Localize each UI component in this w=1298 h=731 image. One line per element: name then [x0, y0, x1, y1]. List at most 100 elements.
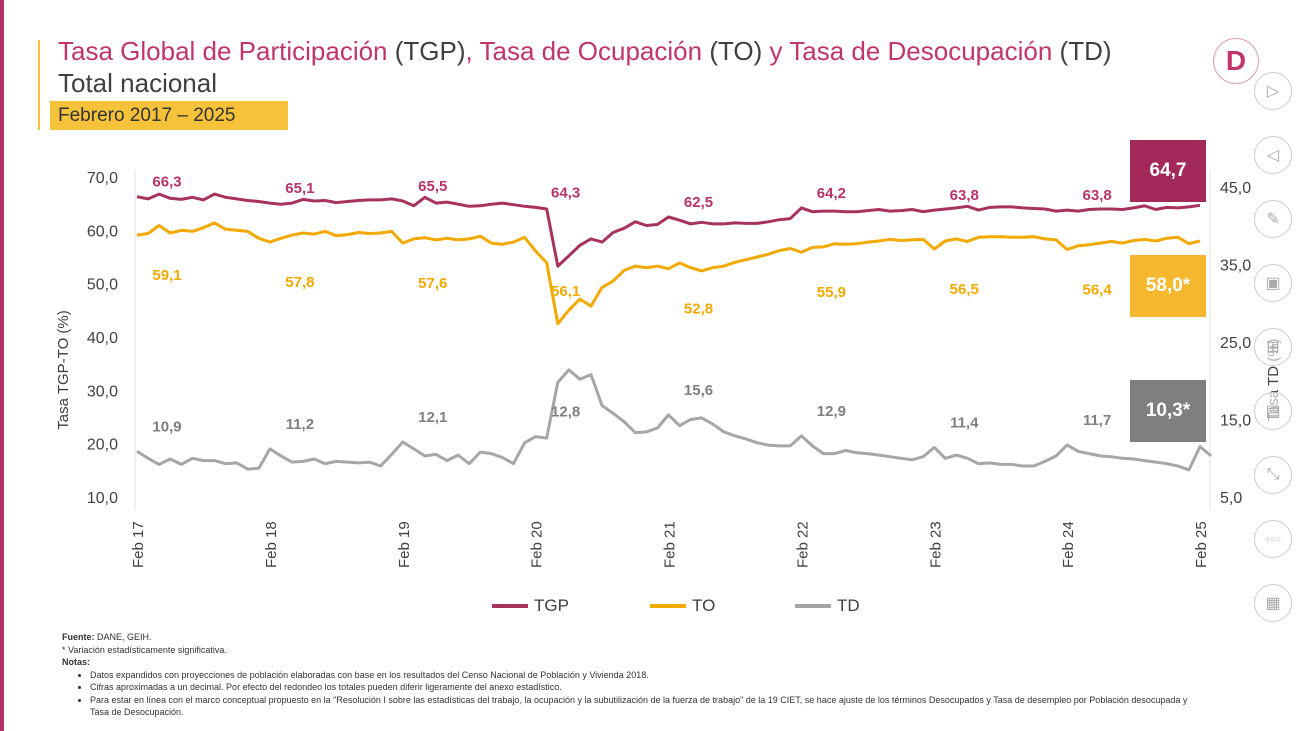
data-label-td: 12,8: [551, 404, 580, 421]
data-label-to: 52,8: [684, 301, 713, 318]
note-item: Para estar en línea con el marco concept…: [90, 694, 1200, 719]
data-label-tgp: 63,8: [1083, 187, 1112, 204]
data-label-to: 56,5: [950, 281, 979, 298]
left-y-tick-label: 60,0: [87, 223, 118, 240]
data-label-tgp: 66,3: [152, 174, 181, 191]
legend-label: TD: [837, 596, 860, 615]
title-part: (TO): [709, 36, 763, 66]
more-button[interactable]: ○○○: [1254, 520, 1292, 558]
title-part: y Tasa de Desocupación: [762, 36, 1060, 66]
x-tick-label: Feb 25: [1193, 521, 1210, 568]
series-line-td: [136, 368, 1213, 472]
data-label-tgp: 64,2: [817, 185, 846, 202]
slides-icon: ▣: [1265, 275, 1281, 292]
left-y-tick-label: 10,0: [87, 490, 118, 507]
to-latest-value-box: 58,0*: [1130, 255, 1206, 317]
x-tick-label: Feb 18: [263, 521, 280, 568]
data-label-td: 12,9: [817, 403, 846, 420]
notes-heading: Notas:: [62, 657, 91, 667]
dane-logo: D: [1213, 38, 1259, 84]
title-accent-line: [38, 40, 40, 130]
pen-icon: ✎: [1266, 211, 1280, 228]
legend-label: TGP: [534, 596, 569, 615]
pen-button[interactable]: ✎: [1254, 200, 1292, 238]
data-label-to: 59,1: [152, 267, 181, 284]
notes-label: Notas:: [62, 656, 1200, 669]
data-label-td: 11,7: [1083, 412, 1111, 429]
right-y-tick-label: 45,0: [1220, 180, 1251, 197]
data-label-td: 15,6: [684, 382, 713, 399]
data-label-td: 10,9: [152, 418, 181, 435]
left-y-tick-label: 20,0: [87, 437, 118, 454]
data-label-tgp: 62,5: [684, 194, 713, 211]
legend-swatch: [492, 604, 528, 608]
data-label-to: 56,4: [1083, 282, 1113, 299]
source-label: Fuente:: [62, 632, 95, 642]
legend-swatch: [650, 604, 686, 608]
zoom-icon: ⊞: [1266, 339, 1280, 356]
chart-subtitle: Total nacional: [58, 68, 217, 98]
x-tick-label: Feb 19: [396, 521, 413, 568]
period-badge: Febrero 2017 – 2025: [50, 101, 288, 130]
note-item: Cifras aproximadas a un decimal. Por efe…: [90, 681, 1200, 694]
data-label-to: 57,6: [418, 275, 447, 292]
legend-item-td: TD: [795, 596, 860, 616]
x-tick-label: Feb 20: [529, 521, 546, 568]
series-line-to: [136, 221, 1201, 326]
footnotes: Fuente: DANE, GEIH. * Variación estadíst…: [62, 631, 1200, 719]
data-label-tgp: 65,1: [285, 180, 314, 197]
right-y-tick-label: 25,0: [1220, 335, 1251, 352]
x-tick-label: Feb 21: [662, 521, 679, 568]
left-y-tick-label: 40,0: [87, 330, 118, 347]
data-label-to: 56,1: [551, 283, 580, 300]
presenter-view-button[interactable]: ▦: [1254, 584, 1292, 622]
data-label-to: 57,8: [285, 274, 314, 291]
x-tick-label: Feb 24: [1060, 521, 1077, 568]
presenter-view-icon: ▦: [1265, 595, 1281, 612]
next-icon: ▷: [1266, 83, 1280, 100]
legend-swatch: [795, 604, 831, 608]
source-text: DANE, GEIH.: [94, 632, 152, 642]
note-item: Datos expandidos con proyecciones de pob…: [90, 669, 1200, 682]
source-note: Fuente: DANE, GEIH.: [62, 631, 1200, 644]
left-y-tick-label: 50,0: [87, 277, 118, 294]
subtitles-icon: ▤: [1265, 403, 1281, 420]
chart-title: Tasa Global de Participación (TGP), Tasa…: [58, 36, 1112, 67]
x-tick-label: Feb 23: [927, 521, 944, 568]
more-icon: ○○○: [1264, 534, 1282, 544]
left-y-tick-label: 70,0: [87, 170, 118, 187]
data-label-to: 55,9: [817, 284, 846, 301]
title-part: , Tasa de Ocupación: [465, 36, 710, 66]
zoom-button[interactable]: ⊞: [1254, 328, 1292, 366]
legend-item-to: TO: [650, 596, 715, 616]
notes-list: Datos expandidos con proyecciones de pob…: [62, 669, 1200, 719]
right-y-tick-label: 35,0: [1220, 258, 1251, 275]
x-tick-label: Feb 17: [130, 521, 147, 568]
title-part: (TGP): [394, 36, 466, 66]
series-line-tgp: [136, 192, 1201, 268]
tgp-latest-value-box: 64,7: [1130, 140, 1206, 202]
previous-button[interactable]: ◁: [1254, 136, 1292, 174]
right-y-tick-label: 15,0: [1220, 413, 1251, 430]
data-label-tgp: 64,3: [551, 184, 580, 201]
laser-pointer-button[interactable]: ⤡: [1254, 456, 1292, 494]
left-y-axis-title: Tasa TGP-TO (%): [55, 310, 72, 429]
previous-icon: ◁: [1266, 147, 1280, 164]
title-part: Tasa Global de Participación: [58, 36, 395, 66]
x-tick-label: Feb 22: [794, 521, 811, 568]
data-label-td: 11,4: [950, 414, 979, 431]
next-button[interactable]: ▷: [1254, 72, 1292, 110]
data-label-tgp: 63,8: [950, 187, 979, 204]
slide-edge-bar: [0, 0, 4, 731]
right-y-tick-label: 5,0: [1220, 490, 1242, 507]
laser-pointer-icon: ⤡: [1266, 466, 1280, 483]
data-label-tgp: 65,5: [418, 178, 447, 195]
slides-button[interactable]: ▣: [1254, 264, 1292, 302]
legend-label: TO: [692, 596, 716, 615]
subtitles-button[interactable]: ▤: [1254, 392, 1292, 430]
title-part: (TD): [1059, 36, 1112, 66]
td-latest-value-box: 10,3*: [1130, 380, 1206, 442]
left-y-tick-label: 30,0: [87, 383, 118, 400]
data-label-td: 11,2: [286, 416, 314, 433]
